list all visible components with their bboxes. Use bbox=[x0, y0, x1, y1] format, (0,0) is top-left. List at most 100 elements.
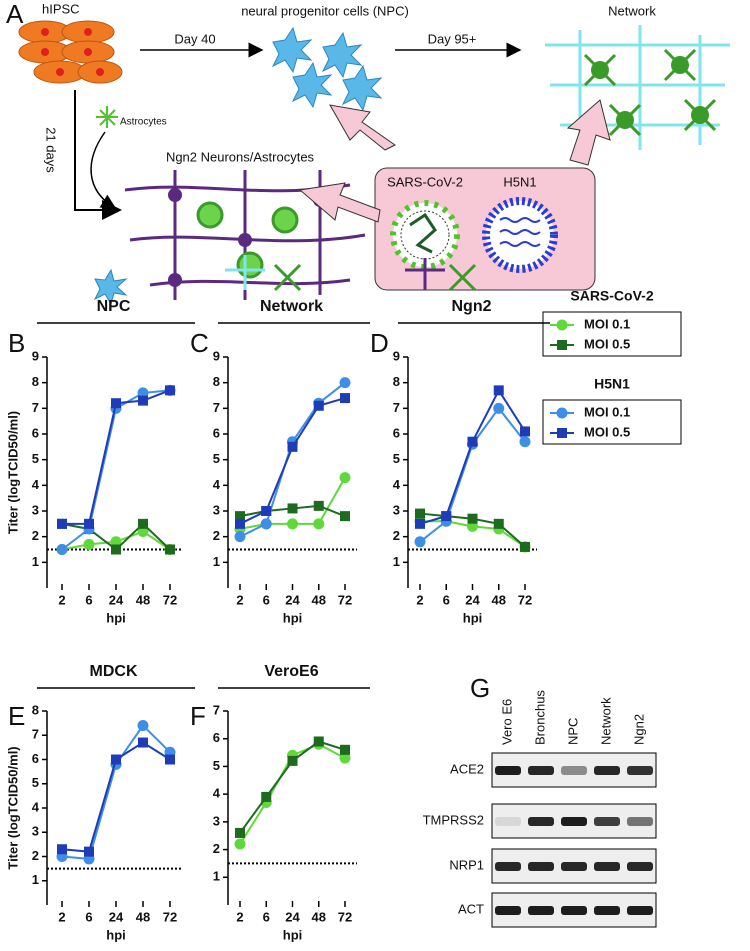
x-tick-label: 48 bbox=[136, 592, 150, 607]
legend-marker bbox=[556, 407, 568, 419]
x-tick-label: 48 bbox=[492, 592, 506, 607]
npc-cells bbox=[271, 26, 383, 112]
y-tick-label: 5 bbox=[32, 775, 39, 790]
y-tick-label: 4 bbox=[213, 477, 221, 492]
arrow bbox=[90, 131, 117, 209]
virus-label: SARS-CoV-2 bbox=[387, 174, 463, 189]
x-tick-label: 6 bbox=[263, 592, 270, 607]
gel-band bbox=[495, 817, 521, 826]
panel-label: B bbox=[8, 328, 25, 358]
gel-band bbox=[528, 862, 554, 871]
gel-band bbox=[627, 862, 653, 871]
y-axis-label: Titer (logTCID50/ml) bbox=[5, 411, 20, 534]
x-tick-label: 24 bbox=[109, 909, 124, 924]
y-tick-label: 9 bbox=[213, 348, 220, 363]
gene-label: ACT bbox=[458, 901, 484, 916]
point bbox=[340, 744, 350, 755]
point bbox=[339, 472, 351, 484]
x-axis-label: hpi bbox=[283, 927, 303, 942]
y-tick-label: 5 bbox=[393, 451, 400, 466]
series-line bbox=[61, 724, 171, 860]
ngn2-label: Ngn2 Neurons/Astrocytes bbox=[166, 149, 315, 164]
y-tick-label: 8 bbox=[213, 374, 220, 389]
y-tick-label: 8 bbox=[393, 374, 400, 389]
point bbox=[261, 791, 272, 802]
y-tick-label: 6 bbox=[32, 425, 39, 440]
point bbox=[138, 395, 148, 406]
point bbox=[520, 541, 530, 552]
point bbox=[137, 720, 149, 732]
y-tick-label: 1 bbox=[213, 869, 220, 884]
legend-label: MOI 0.5 bbox=[584, 336, 630, 351]
point bbox=[340, 511, 350, 522]
x-tick-label: 6 bbox=[85, 592, 92, 607]
x-tick-label: 72 bbox=[518, 592, 532, 607]
panel-label: G bbox=[470, 673, 490, 703]
point bbox=[519, 436, 531, 448]
point bbox=[165, 544, 175, 555]
gel-band bbox=[495, 906, 521, 915]
y-tick-label: 2 bbox=[393, 528, 400, 543]
y-tick-label: 1 bbox=[213, 554, 220, 569]
gel-band bbox=[594, 906, 620, 915]
gel-band bbox=[528, 766, 554, 775]
chart-title: Ngn2 bbox=[452, 298, 492, 315]
point bbox=[313, 400, 324, 411]
legend-label: MOI 0.1 bbox=[584, 316, 630, 331]
point bbox=[260, 518, 272, 530]
x-tick-label: 48 bbox=[312, 592, 326, 607]
point bbox=[287, 503, 298, 514]
y-tick-label: 2 bbox=[32, 848, 39, 863]
point bbox=[493, 385, 504, 396]
y-tick-label: 3 bbox=[393, 502, 400, 517]
y-tick-label: 6 bbox=[213, 730, 220, 745]
point bbox=[261, 506, 272, 516]
gel-band bbox=[495, 766, 521, 775]
network-cells bbox=[545, 25, 730, 150]
y-tick-label: 6 bbox=[213, 425, 220, 440]
gel-band bbox=[594, 862, 620, 871]
gel-band bbox=[561, 862, 587, 871]
panel-label: E bbox=[8, 701, 25, 731]
point bbox=[111, 754, 121, 765]
point bbox=[287, 518, 298, 530]
point bbox=[441, 511, 452, 522]
x-tick-label: 6 bbox=[263, 909, 270, 924]
series-line bbox=[419, 388, 526, 525]
arrow bbox=[329, 104, 396, 151]
legend-box bbox=[542, 311, 682, 357]
point bbox=[235, 511, 245, 522]
chart-title: Network bbox=[260, 298, 323, 315]
x-axis-label: hpi bbox=[283, 610, 303, 625]
y-tick-label: 1 bbox=[32, 872, 39, 887]
gel-band bbox=[561, 817, 587, 826]
point bbox=[415, 508, 425, 519]
gel-band bbox=[627, 766, 653, 775]
virus-icons bbox=[390, 197, 558, 273]
y-tick-label: 7 bbox=[32, 400, 39, 415]
arrow-label: Day 40 bbox=[174, 31, 215, 46]
legend-marker bbox=[557, 428, 567, 438]
y-tick-label: 4 bbox=[213, 786, 221, 801]
y-tick-label: 2 bbox=[32, 528, 39, 543]
lane-label: NPC bbox=[565, 718, 580, 745]
arrow bbox=[566, 99, 611, 166]
gene-label: ACE2 bbox=[450, 761, 484, 776]
point bbox=[467, 436, 478, 447]
legend-group: SARS-CoV-2 bbox=[570, 288, 653, 304]
npc-label: neural progenitor cells (NPC) bbox=[241, 3, 409, 18]
legend-group: H5N1 bbox=[594, 376, 630, 392]
y-tick-label: 1 bbox=[393, 554, 400, 569]
x-axis-label: hpi bbox=[106, 927, 126, 942]
gel-band bbox=[561, 906, 587, 915]
y-tick-label: 9 bbox=[393, 348, 400, 363]
y-tick-label: 5 bbox=[32, 451, 39, 466]
point bbox=[138, 737, 148, 748]
x-axis-label: hpi bbox=[106, 610, 126, 625]
point bbox=[313, 500, 324, 511]
y-tick-label: 8 bbox=[32, 702, 39, 717]
arrow-label: 21 days bbox=[44, 127, 59, 173]
y-tick-label: 6 bbox=[393, 425, 400, 440]
point bbox=[56, 544, 68, 555]
y-tick-label: 7 bbox=[393, 400, 400, 415]
